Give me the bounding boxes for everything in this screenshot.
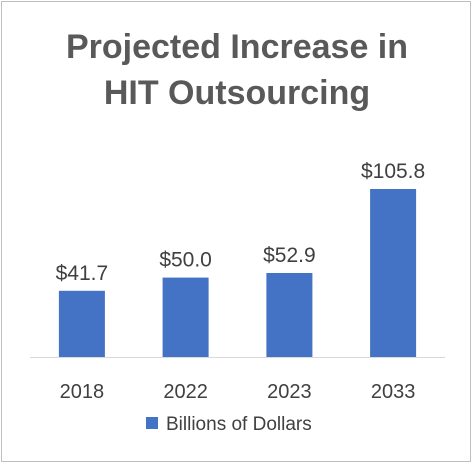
bar-2023 bbox=[266, 273, 313, 357]
legend-label: Billions of Dollars bbox=[166, 414, 312, 435]
x-tick-label-2033: 2033 bbox=[371, 381, 416, 403]
x-tick-label-2022: 2022 bbox=[163, 381, 208, 403]
data-labels-group: $41.7 $50.0 $52.9 $105.8 bbox=[56, 160, 426, 285]
chart-title-line-2: HIT Outsourcing bbox=[104, 74, 370, 112]
bar-2018 bbox=[58, 290, 105, 357]
legend-swatch bbox=[146, 417, 158, 429]
legend: Billions of Dollars bbox=[146, 414, 312, 435]
x-tick-label-2018: 2018 bbox=[60, 381, 105, 403]
chart-title-line-1: Projected Increase in bbox=[66, 28, 408, 66]
data-label-2023: $52.9 bbox=[263, 244, 316, 267]
bar-2022 bbox=[162, 277, 209, 357]
x-tick-label-2023: 2023 bbox=[267, 381, 312, 403]
bars-group bbox=[58, 189, 417, 357]
x-tick-labels-group: 2018 2022 2023 2033 bbox=[60, 381, 416, 403]
data-label-2033: $105.8 bbox=[361, 160, 425, 183]
data-label-2022: $50.0 bbox=[159, 249, 212, 272]
data-label-2018: $41.7 bbox=[56, 262, 109, 285]
bar-2033 bbox=[370, 189, 417, 357]
